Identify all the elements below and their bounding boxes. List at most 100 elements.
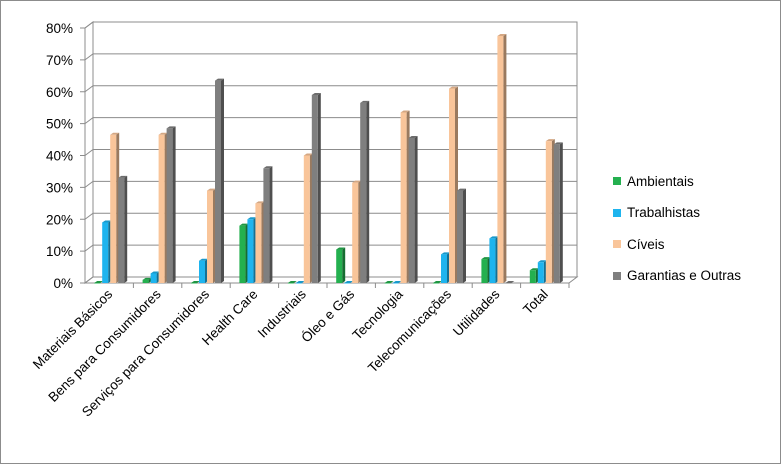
bar-trabalhistas-3 [247,217,257,283]
bar-top [529,268,539,271]
bar-top [263,166,273,169]
bar-front [441,254,447,283]
bar-top [102,220,112,223]
bar-front [360,102,367,283]
bar-front [199,260,205,283]
bar-garantias-e-outras-0 [118,175,128,283]
bar-front [102,222,109,283]
bar-garantias-e-outras-4 [311,92,321,283]
bar-trabalhistas-2 [199,258,208,283]
bar-front [287,283,294,284]
bar-top [142,277,152,280]
bar-front [255,203,262,283]
bar-top [360,100,370,103]
legend-swatch-garantias [613,271,621,280]
bar-top [497,33,507,36]
bar-front [545,141,552,283]
bar-front [352,182,359,283]
bar-garantias-e-outras-5 [360,100,370,283]
bar-front [158,134,165,283]
y-tick-label: 60% [46,85,73,100]
bar-garantias-e-outras-3 [263,166,273,283]
bar-side [366,100,370,283]
bar-top [110,132,120,135]
bar-front [384,283,391,284]
bar-cíveis-8 [497,33,507,283]
bar-ambientais-9 [529,268,539,283]
bar-trabalhistas-1 [150,271,160,283]
bar-ambientais-3 [239,223,249,283]
legend-label-garantias: Garantias e Outras [627,268,742,283]
bar-front [505,283,512,284]
bar-side [172,126,176,283]
bar-garantias-e-outras-6 [408,135,418,283]
bar-front [489,238,496,283]
bar-top [255,201,265,204]
gridline [84,53,577,61]
bar-top [553,142,563,145]
legend-item-ambientais[interactable]: Ambientais [613,171,741,191]
bar-front [553,144,560,283]
bar-trabalhistas-7 [441,252,450,283]
bar-top [505,281,515,283]
y-tick-label: 80% [46,21,73,36]
bar-front [215,80,221,283]
bar-ambientais-5 [336,247,346,283]
bar-side [414,135,418,283]
bar-front [408,137,415,283]
bar-side [342,247,346,283]
bar-top [239,223,249,226]
legend: Ambientais Trabalhistas Cíveis Garantias… [613,171,741,297]
bar-top [247,217,257,220]
bar-ambientais-0 [94,281,104,284]
bar-front [239,225,246,283]
bar-front [433,283,439,284]
bar-side [503,33,507,283]
bar-front [311,94,318,283]
legend-item-garantias[interactable]: Garantias e Outras [613,266,741,286]
x-tick-label: Total [520,287,551,318]
bar-front [263,168,270,283]
legend-label-ambientais: Ambientais [627,173,694,189]
bar-top [150,271,160,274]
bar-top [191,281,200,283]
legend-item-civeis[interactable]: Cíveis [613,234,741,254]
bar-garantias-e-outras-9 [553,142,563,283]
bar-ambientais-6 [384,281,394,284]
bar-cíveis-7 [449,86,458,283]
bar-top [215,78,224,81]
bar-front [457,190,463,283]
bar-ambientais-8 [481,257,491,283]
legend-swatch-ambientais [613,177,621,185]
bar-front [207,190,213,283]
bar-front [537,262,544,283]
bar-garantias-e-outras-1 [166,126,176,283]
y-tick-label: 20% [46,212,73,227]
bar-top [545,139,555,142]
bar-cíveis-1 [158,132,168,283]
bar-front [497,35,504,283]
bar-top [344,281,354,283]
bar-top [400,110,410,113]
bar-ambientais-2 [191,281,200,284]
bar-front [150,273,157,283]
y-tick-label: 50% [46,117,73,132]
bar-trabalhistas-5 [344,281,354,284]
bar-top [392,281,402,283]
y-tick-label: 40% [46,149,73,164]
gridline [84,117,577,125]
legend-item-trabalhistas[interactable]: Trabalhistas [613,203,741,223]
x-tick-label: Utilidades [450,286,503,339]
bar-trabalhistas-8 [489,236,499,283]
bar-side [463,188,466,283]
bar-top [336,247,346,250]
bar-front [449,88,455,283]
bar-top [441,252,450,255]
bar-side [317,92,321,283]
bar-front [191,283,197,284]
bar-cíveis-4 [303,153,313,283]
bar-garantias-e-outras-8 [505,281,515,284]
bar-top [295,281,305,283]
